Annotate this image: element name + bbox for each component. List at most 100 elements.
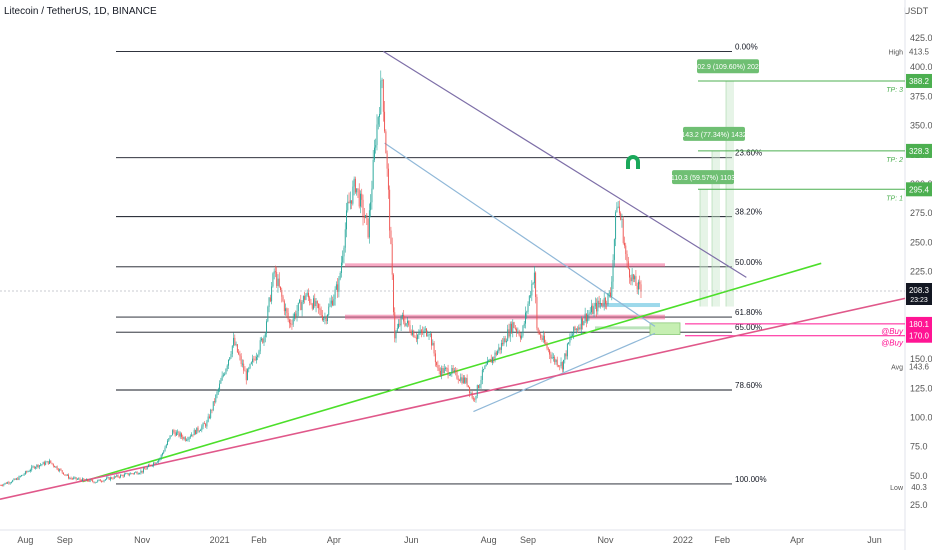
candle-body <box>417 335 418 339</box>
candle-body <box>573 327 574 335</box>
price-tick-label: 100.0 <box>910 412 932 422</box>
candle-body <box>639 282 640 285</box>
candle-body <box>520 335 521 338</box>
candle-body <box>393 275 394 313</box>
candle-body <box>97 480 98 482</box>
candle-body <box>373 160 374 189</box>
candle-body <box>323 318 324 320</box>
candle-body <box>332 301 333 306</box>
candle-body <box>239 354 240 356</box>
candle-body <box>218 389 219 392</box>
candle-body <box>20 476 21 477</box>
candle-body <box>318 304 319 309</box>
candle-body <box>55 466 56 467</box>
candle-body <box>454 370 455 371</box>
candle-body <box>338 279 339 292</box>
candle-body <box>595 303 596 306</box>
candle-body <box>545 342 546 344</box>
candle-body <box>437 365 438 368</box>
candle-body <box>279 279 280 287</box>
candle-body <box>190 436 191 437</box>
candle-body <box>144 468 145 469</box>
candle-body <box>526 312 527 313</box>
candle-body <box>225 369 226 374</box>
candle-body <box>450 374 451 375</box>
candle-body <box>380 80 381 114</box>
candle-body <box>175 432 176 435</box>
candle-body <box>349 202 350 204</box>
candle-body <box>559 366 560 367</box>
candle-body <box>5 483 6 484</box>
candle-body <box>394 312 395 338</box>
candle-body <box>328 307 329 315</box>
candle-body <box>132 473 133 474</box>
candle-body <box>21 475 22 476</box>
candle-body <box>487 361 488 365</box>
candle-body <box>206 422 207 427</box>
candle-body <box>157 462 158 463</box>
candle-body <box>266 321 267 333</box>
candle-body <box>171 435 172 436</box>
candle-body <box>430 334 431 335</box>
candle-body <box>261 339 262 340</box>
candle-body <box>260 340 261 351</box>
candle-body <box>124 474 125 476</box>
candle-body <box>111 477 112 478</box>
candle-body <box>33 466 34 467</box>
candle-body <box>368 218 369 237</box>
candle-body <box>187 439 188 440</box>
candle-body <box>484 366 485 369</box>
fib-level-label: 78.60% <box>735 381 762 390</box>
candle-body <box>229 357 230 359</box>
candle-body <box>134 473 135 474</box>
candle-body <box>331 301 332 304</box>
candle-body <box>539 333 540 334</box>
candle-body <box>77 479 78 480</box>
target-measure-area <box>726 81 734 307</box>
candle-body <box>568 343 569 344</box>
candle-body <box>59 469 60 471</box>
candle-body <box>326 318 327 321</box>
candle-body <box>210 410 211 418</box>
candle-body <box>531 284 532 295</box>
candle-body <box>245 371 246 372</box>
candle-body <box>214 401 215 402</box>
candle-body <box>265 333 266 336</box>
candle-body <box>567 344 568 356</box>
candle-body <box>251 362 252 364</box>
candle-body <box>482 370 483 380</box>
candle-body <box>538 328 539 333</box>
candle-body <box>86 479 87 480</box>
candle-body <box>156 463 157 464</box>
candle-body <box>185 437 186 440</box>
candle-body <box>53 464 54 466</box>
candle-body <box>252 359 253 362</box>
candle-body <box>74 477 75 478</box>
candle-body <box>469 387 470 393</box>
candle-body <box>410 325 411 331</box>
candle-body <box>115 476 116 477</box>
candle-body <box>209 417 210 418</box>
candle-body <box>623 219 624 243</box>
axis-marker-label: Low <box>890 485 904 492</box>
candle-body <box>364 216 365 217</box>
candle-body <box>129 474 130 475</box>
axis-marker-value: 40.3 <box>911 483 927 492</box>
candle-body <box>479 385 480 388</box>
candle-body <box>445 368 446 369</box>
candle-body <box>426 329 427 336</box>
candle-body <box>100 480 101 482</box>
candle-body <box>543 336 544 340</box>
candle-body <box>49 460 50 463</box>
candle-body <box>180 433 181 436</box>
candle-body <box>257 355 258 357</box>
resistance-zone <box>345 263 665 267</box>
candle-body <box>241 356 242 364</box>
candle-body <box>483 369 484 370</box>
candle-body <box>389 190 390 231</box>
candle-body <box>564 353 565 359</box>
candle-body <box>192 435 193 436</box>
axis-marker-label: High <box>889 49 904 56</box>
candle-body <box>22 475 23 476</box>
